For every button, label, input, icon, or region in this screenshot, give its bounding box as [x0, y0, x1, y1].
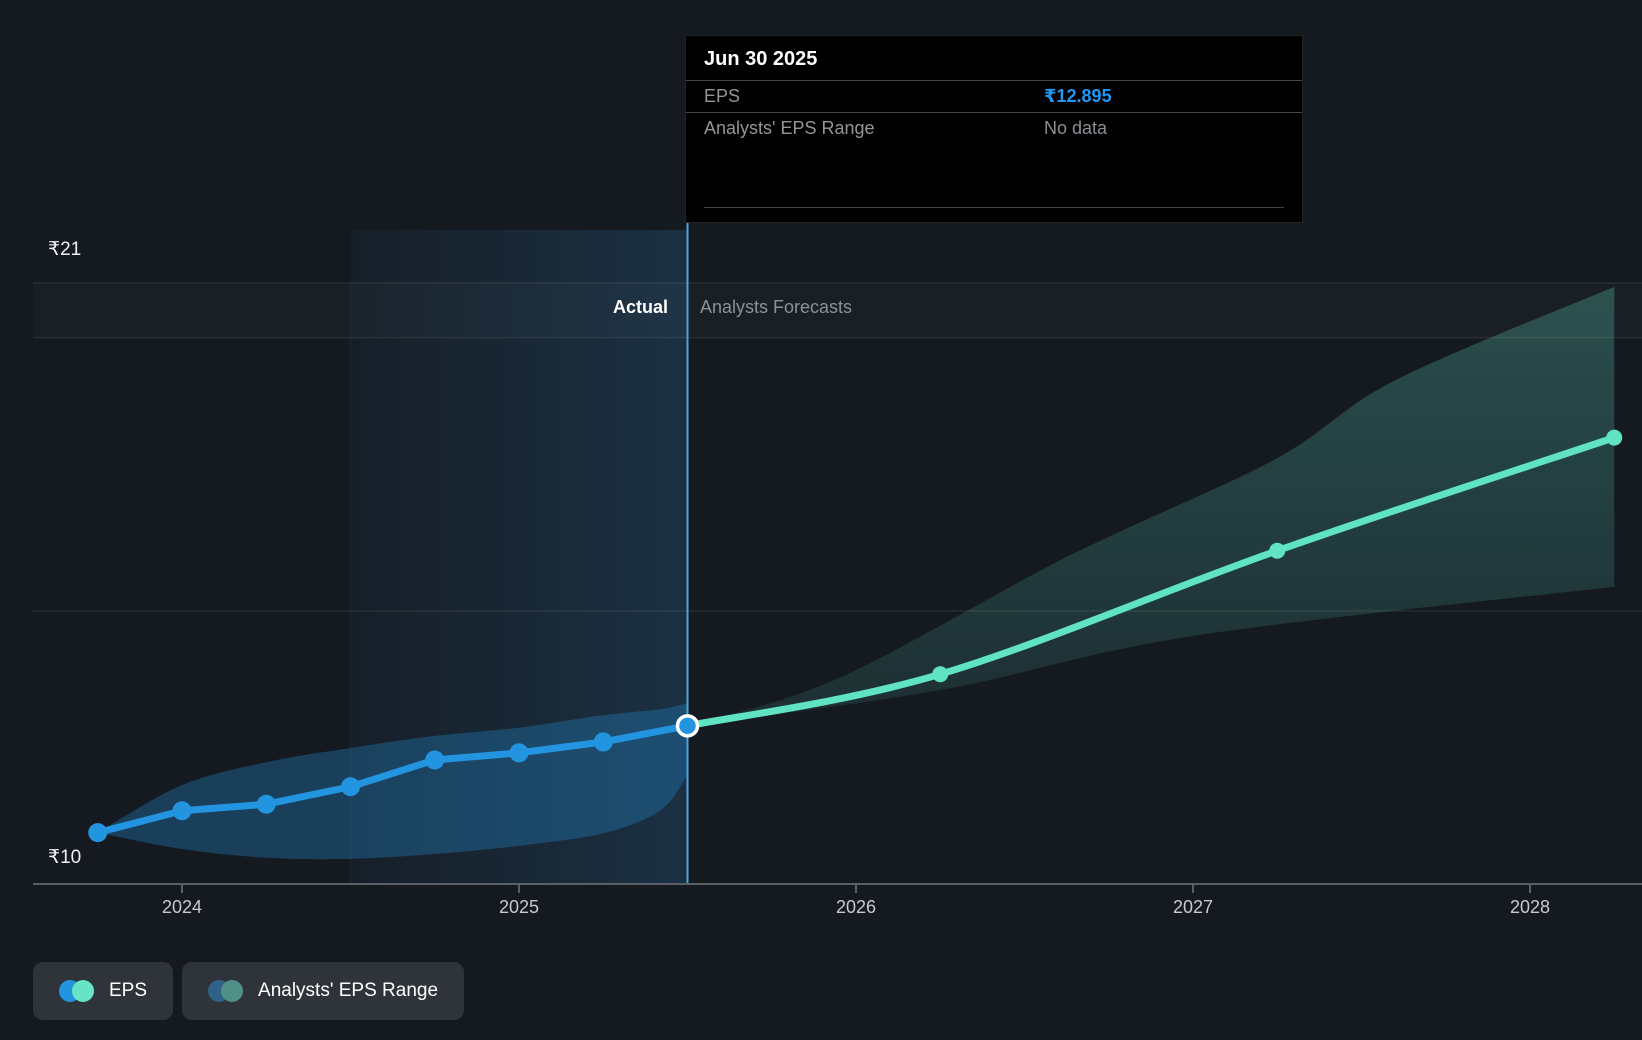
actual-data-point[interactable]	[88, 823, 108, 843]
y-axis-max-label: ₹21	[48, 239, 82, 260]
tooltip-range-label: Analysts' EPS Range	[704, 118, 875, 138]
tooltip-eps-value: ₹12.895	[1044, 86, 1112, 106]
forecast-data-point[interactable]	[932, 666, 949, 683]
x-tick-label: 2028	[1509, 897, 1551, 917]
actual-label: Actual	[612, 297, 668, 317]
tooltip-row-range: Analysts' EPS Range No data	[686, 113, 1302, 144]
eps-legend-icon	[59, 980, 94, 1002]
chart-legend: EPS Analysts' EPS Range	[33, 962, 465, 1020]
legend-item-analysts-range[interactable]: Analysts' EPS Range	[182, 962, 465, 1020]
y-axis-min-label: ₹10	[48, 847, 82, 868]
x-tick-label: 2024	[161, 897, 203, 917]
tooltip-eps-label: EPS	[704, 86, 741, 106]
actual-data-point[interactable]	[593, 732, 613, 752]
legend-item-eps[interactable]: EPS	[33, 962, 174, 1020]
x-tick-label: 2025	[498, 897, 540, 917]
selected-data-point[interactable]	[675, 714, 700, 738]
actual-data-point[interactable]	[509, 743, 529, 763]
tooltip-row-eps: EPS ₹12.895	[686, 81, 1302, 113]
analysts-eps-range-band	[687, 286, 1615, 726]
actual-data-point[interactable]	[425, 750, 445, 770]
forecast-data-point[interactable]	[1606, 429, 1623, 446]
tooltip-range-value: No data	[1044, 118, 1108, 138]
actual-data-point[interactable]	[172, 801, 192, 821]
x-tick-label: 2027	[1172, 897, 1214, 917]
actual-highlight-region	[350, 230, 688, 884]
chart-tooltip: Jun 30 2025 EPS ₹12.895 Analysts' EPS Ra…	[685, 35, 1303, 223]
actual-data-point[interactable]	[341, 777, 360, 797]
actual-data-point[interactable]	[256, 794, 276, 814]
eps-actual-line	[94, 722, 691, 837]
forecast-data-point[interactable]	[1269, 542, 1286, 559]
analysts-range-legend-icon	[208, 980, 244, 1002]
x-tick-label: 2026	[835, 897, 877, 917]
forecast-label: Analysts Forecasts	[700, 297, 853, 317]
tooltip-date: Jun 30 2025	[686, 36, 1302, 81]
actual-eps-range-band	[97, 703, 688, 860]
eps-forecast-line	[684, 434, 1618, 730]
tooltip-bottom-divider	[704, 207, 1284, 208]
legend-eps-label: EPS	[109, 980, 148, 1001]
legend-range-label: Analysts' EPS Range	[258, 980, 439, 1001]
